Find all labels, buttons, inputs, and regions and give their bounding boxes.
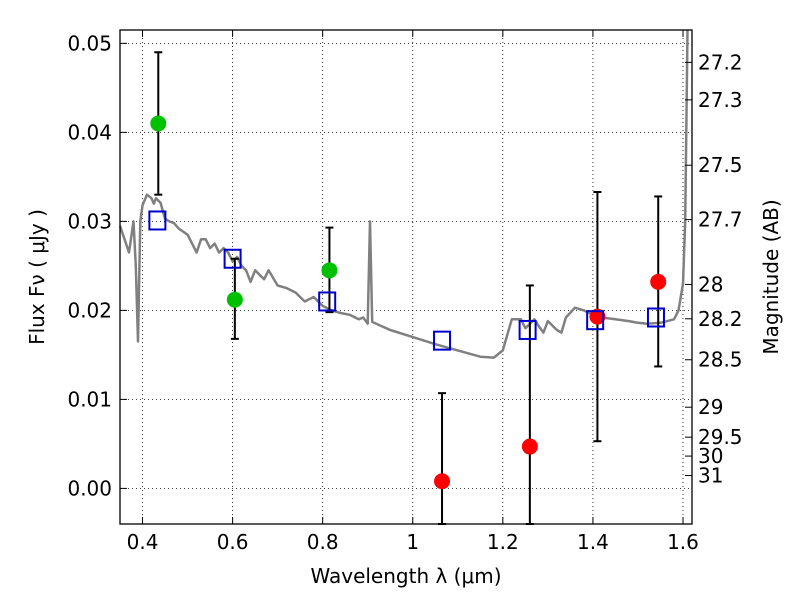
y2-tick-label: 30 xyxy=(698,444,723,468)
ticks xyxy=(120,30,692,524)
x-tick-label: 0.6 xyxy=(217,530,249,554)
y2-tick-label: 31 xyxy=(698,464,723,488)
y-tick-label: 0.02 xyxy=(67,298,112,322)
model-point xyxy=(433,330,452,351)
y2-tick-label: 27.5 xyxy=(698,153,743,177)
y-tick-label: 0.04 xyxy=(67,120,112,144)
y2-tick-label: 28.5 xyxy=(698,348,743,372)
x-tick-label: 0.4 xyxy=(127,530,159,554)
y-tick-label: 0.03 xyxy=(67,209,112,233)
model-point xyxy=(586,310,605,331)
model-spectrum xyxy=(118,29,689,359)
model-point xyxy=(518,319,537,340)
grid xyxy=(120,30,692,524)
x-tick-label: 1 xyxy=(406,530,419,554)
data-points xyxy=(148,115,667,490)
data-point xyxy=(589,308,606,325)
tick-labels: 0.4 0.6 0.8 1 1.2 1.4 1.6 0.00 0.01 0.02 0.03 0.04 0… xyxy=(67,31,742,554)
y2-tick-label: 27.2 xyxy=(698,50,743,74)
x-tick-label: 1.6 xyxy=(667,530,699,554)
y-tick-label: 0.05 xyxy=(67,31,112,55)
y2-tick-label: 28.2 xyxy=(698,307,743,331)
x-tick-label: 0.8 xyxy=(307,530,339,554)
y2-tick-label: 27.3 xyxy=(698,88,743,112)
model-point xyxy=(646,307,665,328)
model-point xyxy=(318,291,337,312)
y2-tick-label: 29.5 xyxy=(698,425,743,449)
data-point xyxy=(650,273,667,290)
data-point xyxy=(434,473,451,490)
data-point xyxy=(521,438,538,455)
y2-tick-label: 28 xyxy=(698,272,723,296)
data-point xyxy=(226,291,243,308)
model-point xyxy=(148,210,167,231)
y2-axis-title: Magnitude (AB) xyxy=(759,199,783,354)
x-tick-label: 1.2 xyxy=(487,530,519,554)
model-point xyxy=(223,248,242,269)
data-point xyxy=(150,115,167,132)
spectrum-line xyxy=(118,29,689,359)
y-tick-label: 0.01 xyxy=(67,387,112,411)
x-tick-label: 1.4 xyxy=(577,530,609,554)
x-axis-title: Wavelength λ (μm) xyxy=(310,564,501,588)
data-point xyxy=(321,262,338,279)
error-bars xyxy=(154,51,663,525)
plot-frame xyxy=(119,29,693,525)
y-tick-label: 0.00 xyxy=(67,476,112,500)
y2-tick-label: 27.7 xyxy=(698,208,743,232)
y2-tick-label: 29 xyxy=(698,395,723,419)
y-axis-title: Flux Fν ( μJy ) xyxy=(25,209,49,345)
